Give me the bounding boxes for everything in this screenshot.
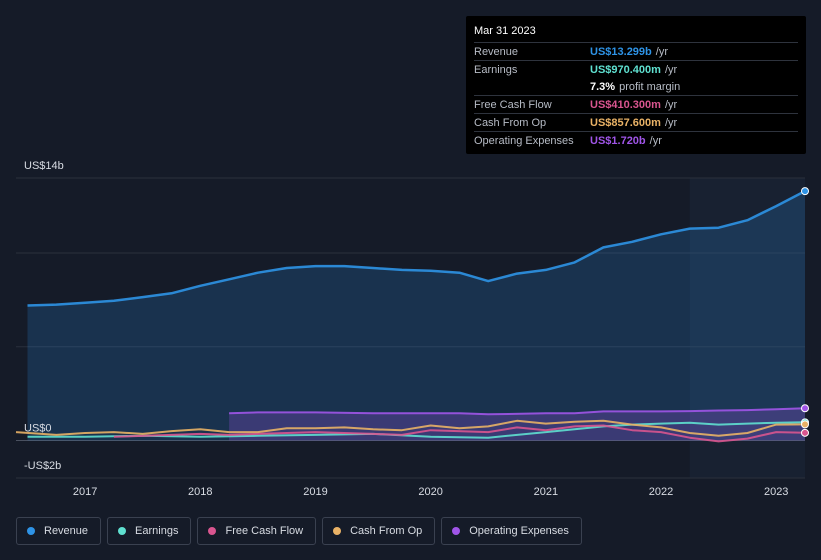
legend-dot-icon <box>208 527 217 535</box>
data-tooltip: Mar 31 2023 Revenue US$13.299b/yr Earnings… <box>466 16 806 154</box>
y-tick-labels: US$14b US$0 -US$2b <box>24 160 64 472</box>
legend-label: Earnings <box>135 525 179 537</box>
tooltip-row-value: US$970.400m <box>590 63 661 76</box>
legend-label: Operating Expenses <box>469 525 569 537</box>
legend-dot-icon <box>452 527 461 535</box>
cash-from-op-end-point <box>801 420 809 429</box>
tooltip-row-unit: /yr <box>664 98 678 111</box>
x-tick-label: 2021 <box>534 486 558 498</box>
legend-item-cash-from-op[interactable]: Cash From Op <box>322 517 436 545</box>
y-tick-label: US$14b <box>24 160 64 172</box>
legend-item-earnings[interactable]: Earnings <box>107 517 192 545</box>
tooltip-row-value: US$857.600m <box>590 116 661 129</box>
tooltip-row: Cash From Op US$857.600m/yr <box>474 113 798 131</box>
tooltip-row: Operating Expenses US$1.720b/yr <box>474 131 798 149</box>
legend-dot-icon <box>333 527 342 535</box>
legend-item-free-cash-flow[interactable]: Free Cash Flow <box>197 517 317 545</box>
x-tick-labels: 2017 2018 2019 2020 2021 2022 2023 <box>73 486 789 498</box>
x-tick-label: 2023 <box>764 486 788 498</box>
tooltip-row-label: Revenue <box>474 45 519 58</box>
legend-item-revenue[interactable]: Revenue <box>16 517 102 545</box>
tooltip-row-label: Earnings <box>474 63 518 76</box>
y-tick-label: -US$2b <box>24 460 61 472</box>
tooltip-date: Mar 31 2023 <box>474 25 536 37</box>
gridlines <box>16 177 805 479</box>
x-tick-label: 2017 <box>73 486 97 498</box>
revenue-end-point <box>801 187 809 196</box>
revenue-line <box>27 189 806 307</box>
tooltip-row-unit: profit margin <box>619 80 681 93</box>
y-tick-label: US$0 <box>24 423 52 435</box>
tooltip-row-value: 7.3% <box>590 80 616 93</box>
series-end-dots <box>801 187 809 437</box>
revenue-area <box>27 191 805 441</box>
legend-item-operating-expenses[interactable]: Operating Expenses <box>441 517 582 545</box>
x-tick-label: 2022 <box>649 486 673 498</box>
x-tick-label: 2019 <box>303 486 327 498</box>
x-tick-label: 2018 <box>188 486 212 498</box>
tooltip-row: Earnings US$970.400m/yr <box>474 60 798 78</box>
chart-legend: Revenue Earnings Free Cash Flow Cash From O… <box>16 517 582 545</box>
operating-expenses-line <box>229 407 806 416</box>
earnings-line <box>27 421 806 439</box>
tooltip-row-unit: /yr <box>664 116 678 129</box>
tooltip-row-label: Free Cash Flow <box>474 98 552 111</box>
tooltip-row: Free Cash Flow US$410.300m/yr <box>474 95 798 113</box>
legend-label: Cash From Op <box>350 525 423 537</box>
tooltip-row-value: US$410.300m <box>590 98 661 111</box>
tooltip-row: 7.3% profit margin <box>474 78 798 95</box>
free-cash-flow-line <box>113 424 806 443</box>
tooltip-row-value: US$1.720b <box>590 134 646 147</box>
free-cash-flow-end-point <box>801 428 809 437</box>
legend-dot-icon <box>118 527 127 535</box>
tooltip-row-value: US$13.299b <box>590 45 652 58</box>
tooltip-rows: Revenue US$13.299b/yr Earnings US$970.400m /… <box>474 42 798 149</box>
tooltip-row-label: Operating Expenses <box>474 134 574 147</box>
tooltip-row-unit: /yr <box>649 134 662 147</box>
legend-dot-icon <box>27 527 35 535</box>
cash-from-op-line <box>15 419 806 437</box>
tooltip-row-unit: /yr <box>655 45 668 58</box>
series-lines <box>15 189 806 443</box>
tooltip-row-label: Cash From Op <box>474 116 547 129</box>
tooltip-row-unit: /yr <box>664 63 678 76</box>
operating-expenses-end-point <box>801 404 809 413</box>
x-tick-label: 2020 <box>418 486 442 498</box>
legend-label: Free Cash Flow <box>225 525 304 537</box>
tooltip-row: Revenue US$13.299b/yr <box>474 42 798 60</box>
legend-label: Revenue <box>44 525 89 537</box>
